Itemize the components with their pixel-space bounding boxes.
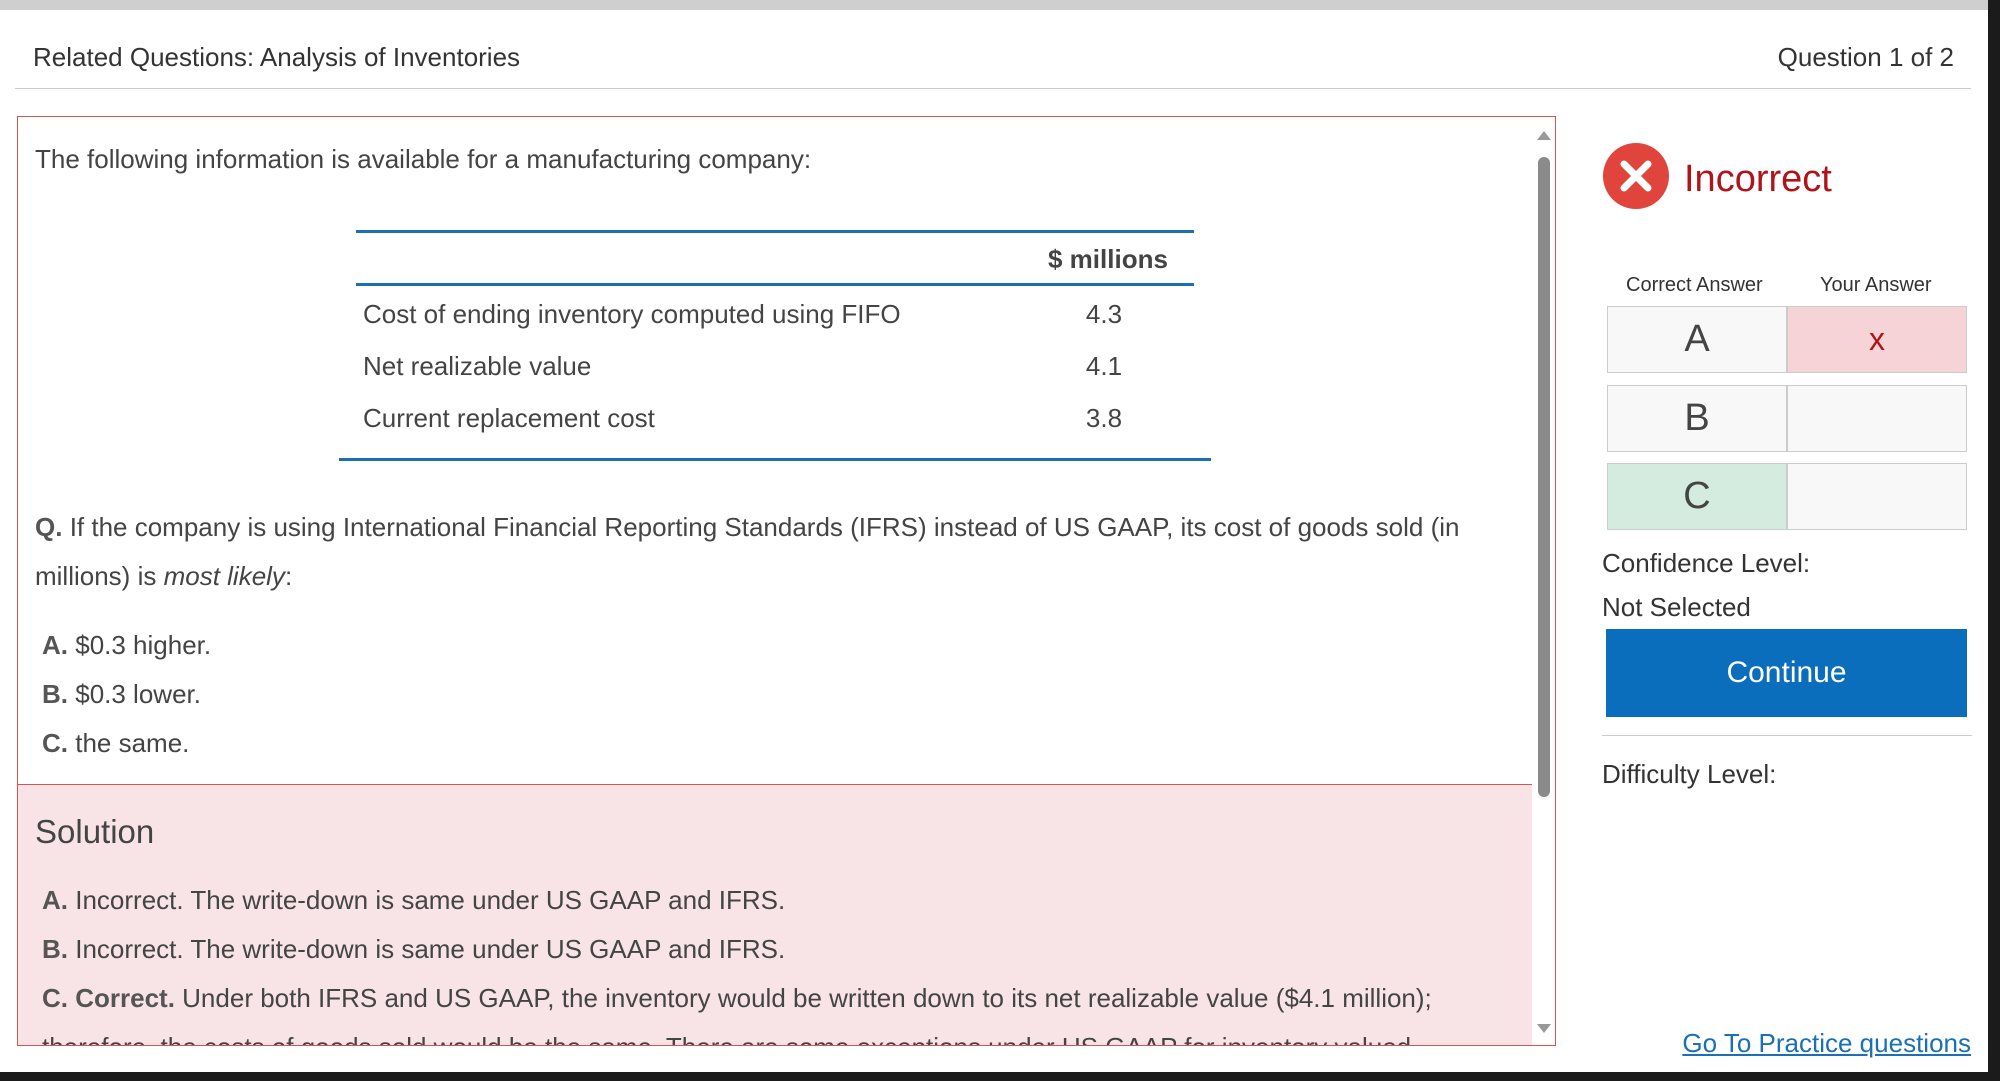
scrollbar[interactable] bbox=[1538, 157, 1550, 797]
table-rule bbox=[356, 230, 1194, 233]
solution-box: Solution A. Incorrect. The write-down is… bbox=[18, 784, 1532, 1045]
practice-link[interactable]: Go To Practice questions bbox=[1682, 1028, 1971, 1058]
bottom-edge bbox=[0, 1072, 2000, 1081]
solution-item: A. Incorrect. The write-down is same und… bbox=[42, 876, 1522, 925]
your-header: Your Answer bbox=[1820, 274, 1932, 296]
header-title: Related Questions: Analysis of Inventori… bbox=[33, 42, 521, 72]
option: A. $0.3 higher. bbox=[42, 630, 211, 661]
your-cell: x bbox=[1787, 306, 1967, 373]
solution-text: Incorrect. The write-down is same under … bbox=[75, 934, 786, 964]
option: C. the same. bbox=[42, 728, 189, 759]
solution-text: Incorrect. The write-down is same under … bbox=[75, 885, 786, 915]
status: Incorrect bbox=[1684, 158, 1832, 200]
continue-button[interactable]: Continue bbox=[1606, 629, 1967, 717]
row-value: 4.1 bbox=[1085, 351, 1123, 381]
confidence-label: Confidence Level: bbox=[1602, 548, 1811, 578]
solution-item: B. Incorrect. The write-down is same und… bbox=[42, 925, 1522, 974]
option-text: $0.3 higher. bbox=[75, 630, 212, 660]
solution-lead: A. bbox=[42, 885, 68, 915]
table-rule bbox=[356, 283, 1194, 286]
option-letter: A. bbox=[42, 630, 68, 660]
scroll-up[interactable] bbox=[1537, 131, 1551, 140]
row-label: Net realizable value bbox=[363, 351, 592, 381]
option-letter: C. bbox=[42, 728, 68, 758]
intro: The following information is available f… bbox=[35, 144, 812, 174]
question-text: Q. If the company is using International… bbox=[35, 503, 1515, 601]
solution-text: Under both IFRS and US GAAP, the invento… bbox=[42, 983, 1432, 1045]
incorrect-icon bbox=[1603, 143, 1669, 209]
scroll-down[interactable] bbox=[1537, 1024, 1551, 1033]
question-prefix: Q. bbox=[35, 512, 63, 542]
row-value: 4.3 bbox=[1085, 299, 1123, 329]
option-text: $0.3 lower. bbox=[75, 679, 201, 709]
your-cell bbox=[1787, 463, 1967, 530]
divider bbox=[1602, 735, 1972, 736]
row-label: Cost of ending inventory computed using … bbox=[363, 299, 901, 329]
question-emphasis: most likely bbox=[163, 561, 285, 591]
your-cell bbox=[1787, 385, 1967, 452]
progress: Question 1 of 2 bbox=[1777, 42, 1954, 72]
option-text: the same. bbox=[75, 728, 190, 758]
question-panel: The following information is available f… bbox=[17, 116, 1556, 1046]
table-header: $ millions bbox=[1048, 244, 1168, 274]
question-end: : bbox=[284, 561, 293, 591]
top-bar bbox=[0, 0, 2000, 10]
question-body: If the company is using International Fi… bbox=[35, 512, 1460, 591]
header-rule bbox=[15, 88, 1971, 89]
option-letter: B. bbox=[42, 679, 68, 709]
option: B. $0.3 lower. bbox=[42, 679, 201, 710]
correct-cell: B bbox=[1607, 385, 1787, 452]
row-label: Current replacement cost bbox=[363, 403, 655, 433]
difficulty-label: Difficulty Level: bbox=[1602, 759, 1777, 789]
correct-cell: C bbox=[1607, 463, 1787, 530]
confidence-value: Not Selected bbox=[1602, 592, 1751, 622]
solution-lead: C. Correct. bbox=[42, 983, 175, 1013]
right-edge bbox=[1988, 0, 2000, 1081]
solution-lead: B. bbox=[42, 934, 68, 964]
row-value: 3.8 bbox=[1085, 403, 1123, 433]
table-rule bbox=[339, 458, 1211, 461]
solution-item: C. Correct. Under both IFRS and US GAAP,… bbox=[42, 974, 1522, 1045]
correct-header: Correct Answer bbox=[1626, 274, 1763, 296]
solution-title: Solution bbox=[35, 813, 155, 850]
correct-cell: A bbox=[1607, 306, 1787, 373]
